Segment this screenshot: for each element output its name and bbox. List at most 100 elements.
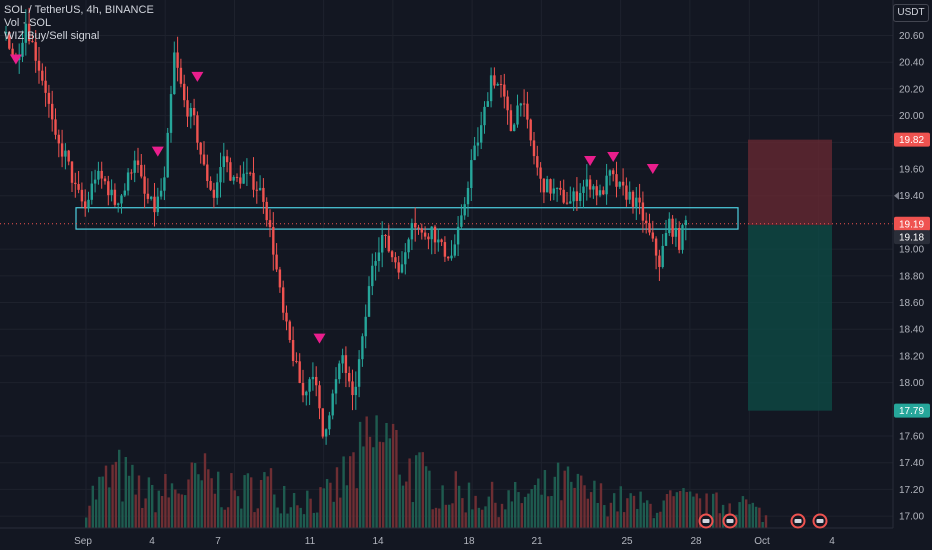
candle-body xyxy=(539,167,542,179)
symbol-title[interactable]: SOL / TetherUS, 4h, BINANCE xyxy=(4,4,154,16)
candle-body xyxy=(684,220,687,226)
time-tick-label: 18 xyxy=(463,536,475,547)
volume-bar xyxy=(415,455,418,528)
signal-indicator-label[interactable]: WIZ Buy/Sell signal xyxy=(4,30,100,42)
volume-bar xyxy=(207,469,210,528)
volume-bar xyxy=(603,505,606,528)
candle-body xyxy=(206,164,209,182)
volume-bar xyxy=(220,507,223,528)
candle-body xyxy=(117,203,120,205)
volume-indicator-label[interactable]: Vol · SOL xyxy=(4,17,52,29)
price-axis[interactable]: 20.6020.4020.2020.0019.8019.6019.4019.00… xyxy=(892,0,932,550)
stop-loss-zone xyxy=(748,139,832,226)
volume-bar xyxy=(306,490,309,528)
volume-bar xyxy=(283,485,286,528)
price-tick-label: 20.40 xyxy=(899,58,924,69)
volume-bar xyxy=(302,514,306,528)
candle-body xyxy=(262,187,265,202)
volume-bar xyxy=(349,456,352,528)
candle-body xyxy=(651,232,654,239)
candle-body xyxy=(588,179,592,190)
stop-price-tag-bg xyxy=(894,132,930,147)
time-axis[interactable]: Sep 4 7 11 14 18 21 25 28 Oct 4 xyxy=(0,527,932,550)
candle-body xyxy=(301,382,305,396)
candle-body xyxy=(542,178,546,193)
candle-body xyxy=(367,286,371,317)
volume-bar xyxy=(481,509,484,528)
event-icons[interactable] xyxy=(698,513,828,529)
time-tick-label: 4 xyxy=(149,536,155,547)
volume-bar xyxy=(609,502,613,528)
volume-bar xyxy=(457,485,461,528)
volume-bar xyxy=(395,430,398,528)
volume-bar xyxy=(540,494,543,528)
volume-bar xyxy=(372,447,375,528)
candle-body xyxy=(93,179,97,184)
volume-bar xyxy=(101,476,104,528)
candle-body xyxy=(476,142,480,146)
volume-bar xyxy=(718,513,721,528)
volume-bar xyxy=(712,493,715,528)
candle-body xyxy=(107,181,110,196)
candle-body xyxy=(31,41,34,43)
candle-body xyxy=(661,245,664,268)
volume-bar xyxy=(517,492,520,528)
volume-bar xyxy=(646,500,649,528)
candle-body xyxy=(664,233,668,246)
volume-bar xyxy=(543,470,547,528)
candle-body xyxy=(506,96,509,111)
candle-body xyxy=(179,67,183,84)
candle-body xyxy=(417,227,420,229)
volume-bar xyxy=(203,453,207,528)
volume-bar xyxy=(484,506,487,528)
candle-body xyxy=(21,42,24,57)
candle-body xyxy=(678,227,681,250)
volume-bar xyxy=(289,507,292,528)
candle-body xyxy=(536,156,539,168)
candle-body xyxy=(324,429,328,437)
candle-body xyxy=(235,176,239,178)
candle-body xyxy=(120,195,123,204)
time-axis-bg xyxy=(0,528,932,550)
volume-bar xyxy=(226,507,230,528)
volume-bar xyxy=(382,442,385,528)
volume-bar xyxy=(556,462,560,528)
candle-body xyxy=(503,84,506,97)
candle-body xyxy=(641,202,645,221)
volume-bar xyxy=(606,516,609,528)
candle-body xyxy=(74,182,77,185)
volume-bar xyxy=(108,487,111,528)
currency-button[interactable]: USDT xyxy=(893,4,929,22)
time-tick-label: 25 xyxy=(621,536,633,547)
candle-body xyxy=(397,262,400,273)
candle-body xyxy=(275,254,278,270)
volume-bar xyxy=(487,496,490,528)
candle-body xyxy=(87,199,90,209)
volume-bar xyxy=(362,446,365,528)
time-tick-label: 28 xyxy=(690,536,702,547)
volume-bar xyxy=(259,480,263,528)
volume-bar xyxy=(431,509,434,528)
candle-body xyxy=(150,196,153,199)
candle-body xyxy=(635,197,638,207)
volume-bar xyxy=(672,496,675,528)
candle-body xyxy=(110,189,113,196)
candle-body xyxy=(460,215,463,227)
candle-body xyxy=(268,220,272,227)
candle-body xyxy=(331,393,334,416)
candle-body xyxy=(282,287,285,313)
volume-bar xyxy=(233,490,236,528)
volume-bar xyxy=(322,488,325,528)
candle-body xyxy=(361,336,364,360)
volume-bar xyxy=(675,492,679,528)
volume-bar xyxy=(286,513,289,528)
candle-body xyxy=(618,181,621,187)
volume-bar xyxy=(583,485,586,528)
volume-bar xyxy=(494,502,497,528)
event-icon-glyph xyxy=(702,519,710,523)
candle-body xyxy=(189,107,192,117)
candle-body xyxy=(34,42,37,61)
price-tick-label: 19.60 xyxy=(899,165,924,176)
candle-body xyxy=(384,235,387,237)
